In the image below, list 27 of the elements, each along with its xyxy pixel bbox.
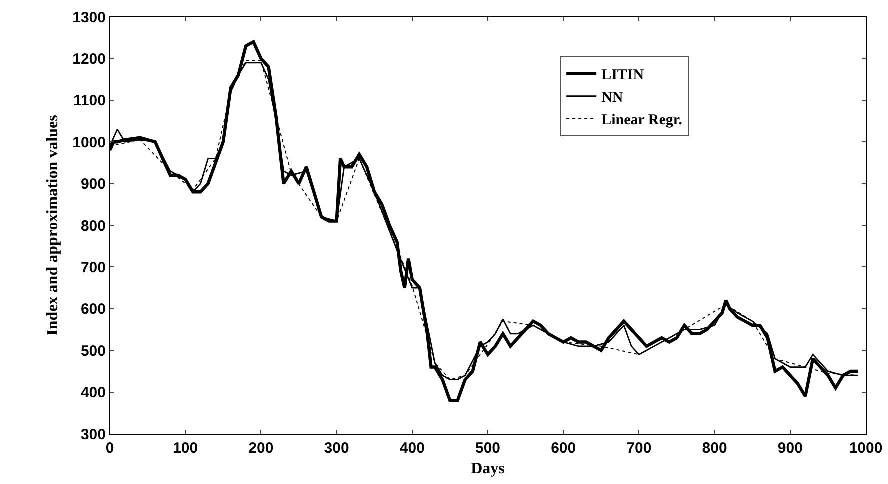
legend-label: Linear Regr.: [602, 112, 683, 129]
x-tick-label: 500: [475, 440, 501, 457]
y-tick-label: 300: [80, 426, 106, 444]
y-tick-label: 1200: [72, 50, 106, 68]
y-tick-label: 800: [80, 218, 106, 235]
y-tick-label: 500: [80, 342, 106, 360]
x-tick-label: 100: [173, 440, 198, 457]
y-tick-label: 600: [80, 301, 106, 318]
y-axis-title: Index and approximation values: [44, 115, 62, 336]
x-tick-label: 1000: [849, 440, 883, 457]
x-tick-label: 200: [248, 440, 274, 457]
x-tick-label: 800: [702, 440, 728, 457]
legend-label: NN: [602, 90, 624, 106]
x-tick-label: 900: [778, 440, 803, 457]
x-tick-label: 300: [324, 440, 350, 457]
x-axis-title: Days: [471, 460, 505, 478]
x-tick-label: 600: [551, 440, 576, 457]
y-tick-label: 400: [80, 384, 106, 402]
y-tick-label: 1100: [73, 92, 106, 110]
x-tick-label: 0: [106, 440, 114, 457]
x-tick-label: 700: [626, 440, 652, 457]
x-tick-label: 400: [400, 440, 425, 457]
y-tick-label: 900: [80, 176, 106, 194]
y-tick-label: 1000: [72, 134, 106, 152]
y-tick-label: 1300: [72, 9, 106, 26]
legend-label: LITIN: [602, 68, 644, 84]
y-tick-label: 700: [80, 259, 106, 276]
